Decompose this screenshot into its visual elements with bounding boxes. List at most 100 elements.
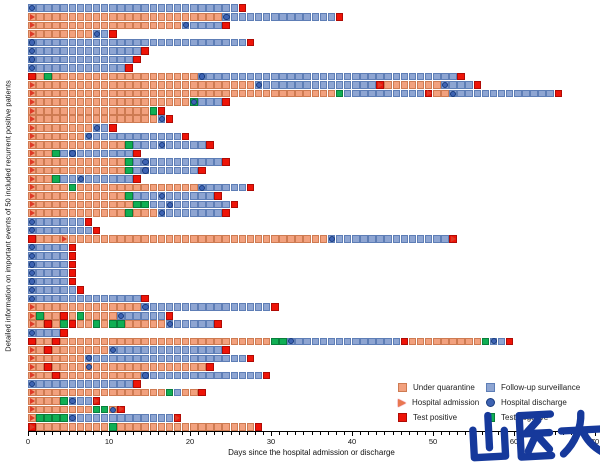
day-cell [52,311,60,320]
legend-label: Hospital discharge [501,398,567,407]
x-minor-tick [133,432,135,435]
day-cell [52,183,60,192]
day-cell [133,72,141,81]
day-cell [44,337,52,346]
day-cell [149,303,158,311]
day-cell [100,158,109,166]
day-cell [60,106,68,115]
day-cell [214,81,222,89]
day-cell [100,405,109,414]
day-cell [157,166,166,175]
day-cell [76,405,85,414]
hospital-admission-icon [29,175,35,182]
day-cell [238,337,247,346]
day-cell [68,422,77,431]
day-cell [92,200,101,209]
day-cell [109,4,117,13]
day-cell [84,226,93,235]
day-cell [190,346,198,354]
day-cell [117,192,125,200]
hospital-discharge-icon [486,398,495,407]
day-cell [92,158,101,166]
x-tick-label: 70 [590,437,600,446]
day-cell [141,72,149,81]
day-cell [92,47,101,55]
day-cell [133,89,141,98]
day-cell [473,337,482,346]
day-cell [222,98,230,106]
day-cell [36,380,44,388]
x-minor-tick [52,432,54,435]
hospital-admission-icon [118,406,124,413]
day-cell [141,388,149,397]
day-cell [92,149,101,158]
day-cell [198,98,206,106]
day-cell [109,21,117,30]
day-cell [44,98,52,106]
day-cell [125,337,133,346]
hospital-discharge-icon [28,56,36,63]
legend-item: Under quarantine [398,380,479,395]
hospital-discharge-icon [28,329,36,336]
day-cell [36,175,44,183]
day-cell [181,235,190,243]
x-tick-label: 0 [25,437,31,446]
day-cell [109,166,117,175]
day-cell [173,303,182,311]
hospital-admission-icon [94,397,100,404]
day-cell [36,132,44,141]
day-cell [206,81,214,89]
day-cell [262,72,271,81]
day-cell [60,397,68,405]
day-cell [76,226,85,235]
day-cell [60,388,68,397]
day-cell [165,21,174,30]
day-cell [157,337,166,346]
hospital-admission-icon [29,210,35,217]
day-cell [84,346,93,354]
day-cell [36,55,44,64]
day-cell [181,363,190,371]
day-cell [60,311,68,320]
day-cell [246,72,255,81]
hospital-discharge-icon [109,406,117,413]
day-cell [149,106,158,115]
day-cell [76,183,85,192]
day-cell [109,294,117,303]
day-cell [165,388,174,397]
day-cell [133,13,141,21]
day-cell [100,124,109,132]
day-cell [84,200,93,209]
hospital-discharge-icon [85,355,92,362]
hospital-admission-icon [29,201,35,208]
day-cell [246,183,255,192]
day-cell [52,132,60,141]
x-major-tick [433,432,434,436]
day-cell [457,89,465,98]
day-cell [165,115,174,124]
day-cell [52,371,60,380]
day-cell [60,277,68,286]
day-cell [392,235,401,243]
day-cell [60,30,68,38]
day-cell [76,422,85,431]
day-cell [36,311,44,320]
day-cell [125,363,133,371]
day-cell [109,72,117,81]
day-cell [157,106,166,115]
day-cell [157,200,166,209]
hospital-admission-icon [29,133,35,140]
day-cell [76,217,85,226]
day-cell [149,13,158,21]
day-cell [92,226,101,235]
day-cell [84,106,93,115]
day-cell [190,363,198,371]
day-cell [84,72,93,81]
day-cell [60,38,68,47]
day-cell [279,89,287,98]
day-cell [157,414,166,422]
day-cell [271,81,279,89]
hospital-admission-icon [29,406,35,413]
x-major-tick [109,432,110,436]
day-cell [52,4,60,13]
